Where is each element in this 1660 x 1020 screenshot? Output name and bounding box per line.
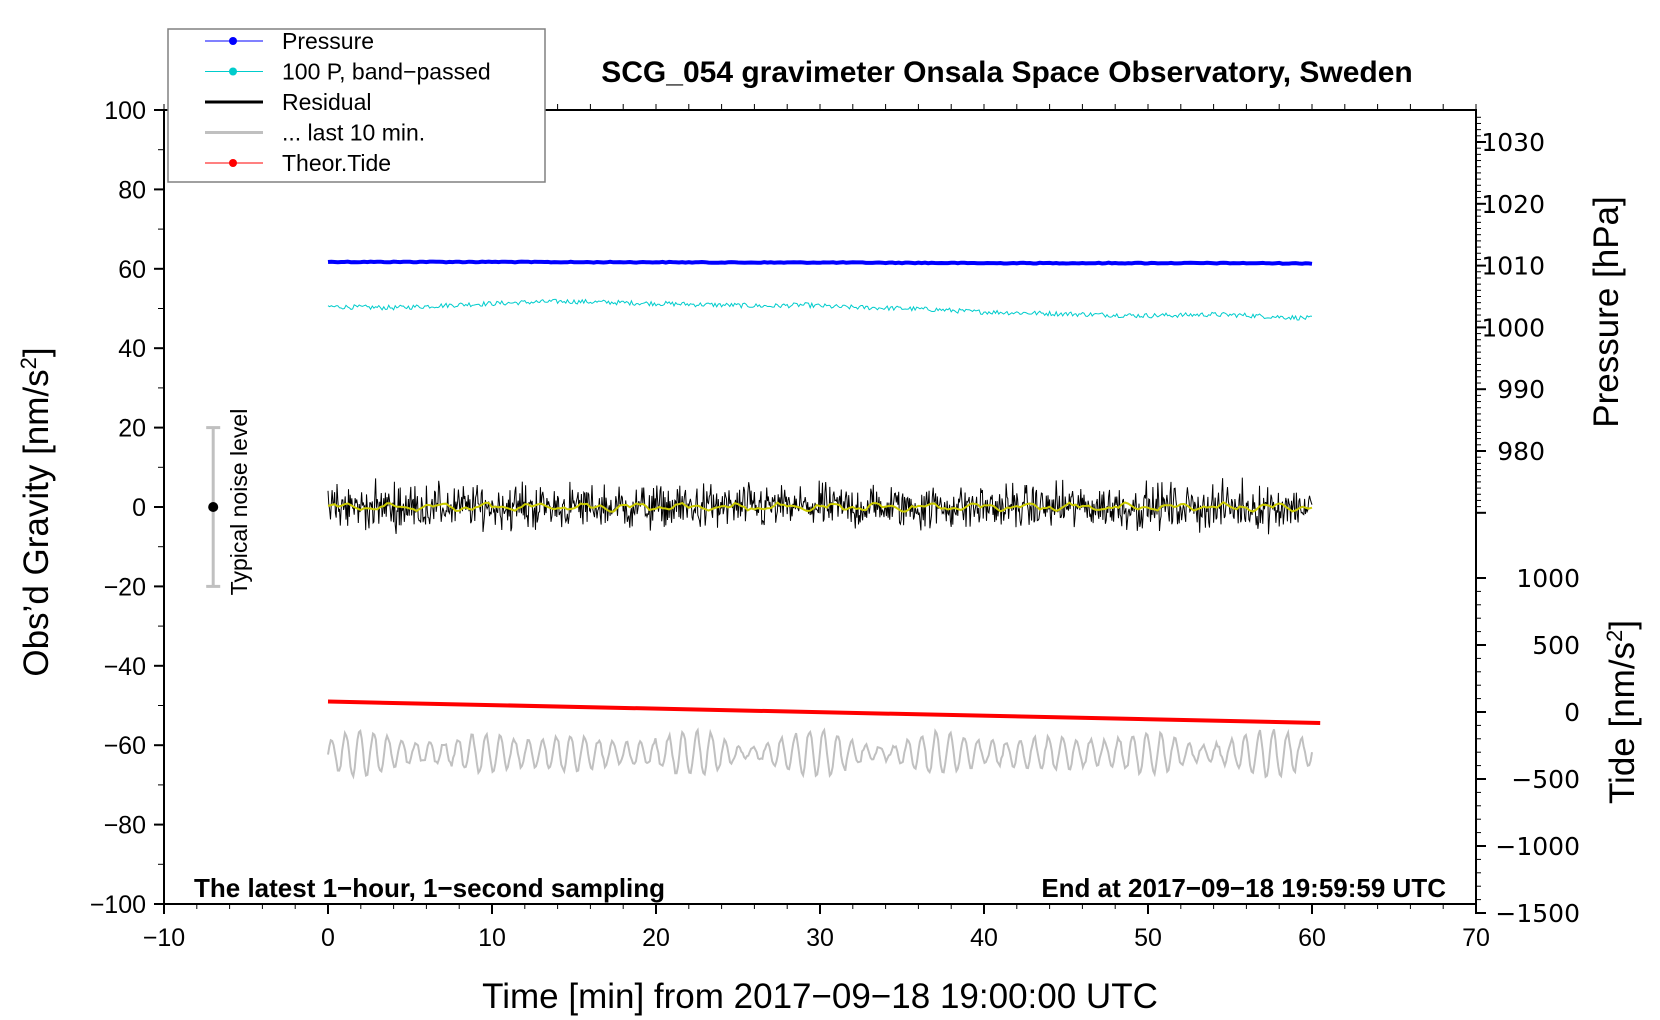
tide-tick-label: 1000	[1516, 564, 1580, 593]
legend: Pressure 100 P, band−passed Residual ... la…	[167, 28, 546, 183]
legend-swatch-marker	[229, 37, 237, 45]
series-theor-tide	[327, 699, 1321, 725]
y-tick-label: 100	[104, 97, 146, 125]
axis-ticks: −10 0 10 20 30 40 50 60 70100806040200−20−40−60−…	[90, 97, 1580, 952]
x-tick-label: 70	[1462, 924, 1490, 952]
tide-tick-label: −500	[1511, 765, 1580, 794]
plot-marks	[327, 259, 1321, 780]
legend-label: Pressure	[282, 28, 374, 54]
legend-swatch-marker	[229, 159, 237, 167]
legend-label: 100 P, band−passed	[282, 59, 491, 85]
pressure-tick-label: 1000	[1481, 313, 1545, 342]
series-last-10-min	[327, 727, 1313, 780]
tide-tick-label: −1500	[1495, 899, 1580, 928]
annotation-end-time: End at 2017−09−18 19:59:59 UTC	[1041, 873, 1446, 903]
pressure-tick-label: 1020	[1481, 190, 1545, 219]
series-residual	[327, 477, 1313, 535]
y-axis-label: Obs’d Gravity [nm/s2]	[16, 347, 56, 676]
y-tick-label: −80	[104, 812, 146, 840]
x-tick-label: 10	[478, 924, 506, 952]
y-tick-label: −60	[104, 732, 146, 760]
y-tick-label: 0	[132, 494, 146, 522]
legend-label: Residual	[282, 89, 372, 115]
y-tick-label: 20	[118, 415, 146, 443]
tide-tick-label: −1000	[1495, 832, 1580, 861]
noise-bar-dot	[208, 502, 219, 512]
x-tick-label: 20	[642, 924, 670, 952]
series-residual-smoothed	[327, 500, 1313, 513]
tide-tick-label: 0	[1564, 698, 1580, 727]
y-tick-label: 60	[118, 256, 146, 284]
pressure-tick-label: 990	[1497, 375, 1545, 404]
y-tick-label: 40	[118, 335, 146, 363]
y-tick-label: −20	[104, 573, 146, 601]
noise-bar-label: Typical noise level	[226, 409, 252, 596]
tide-tick-label: 500	[1532, 631, 1580, 660]
x-tick-label: 30	[806, 924, 834, 952]
x-tick-label: −10	[143, 924, 185, 952]
pressure-tick-label: 1030	[1481, 128, 1545, 157]
series-pressure	[327, 259, 1313, 266]
annotation-sampling: The latest 1−hour, 1−second sampling	[194, 873, 665, 903]
pressure-tick-label: 980	[1497, 437, 1545, 466]
y-tick-label: −40	[104, 653, 146, 681]
x-axis-label: Time [min] from 2017−09−18 19:00:00 UTC	[482, 977, 1158, 1016]
noise-bar: Typical noise level	[206, 409, 252, 596]
pressure-tick-label: 1010	[1481, 252, 1545, 281]
legend-swatch-marker	[229, 67, 237, 76]
legend-label: Theor.Tide	[282, 150, 391, 176]
y-tick-label: −100	[90, 891, 146, 919]
x-tick-label: 50	[1134, 924, 1162, 952]
pressure-axis-label: Pressure [hPa]	[1587, 196, 1626, 428]
x-tick-label: 60	[1298, 924, 1326, 952]
tide-axis-label: Tide [nm/s2]	[1602, 620, 1642, 804]
x-tick-label: 40	[970, 924, 998, 952]
series-band-passed	[327, 298, 1313, 321]
chart-title: SCG_054 gravimeter Onsala Space Observat…	[601, 56, 1413, 89]
legend-label: ... last 10 min.	[282, 120, 425, 146]
x-tick-label: 0	[321, 924, 335, 952]
y-tick-label: 80	[118, 176, 146, 204]
legend-box	[167, 28, 546, 183]
